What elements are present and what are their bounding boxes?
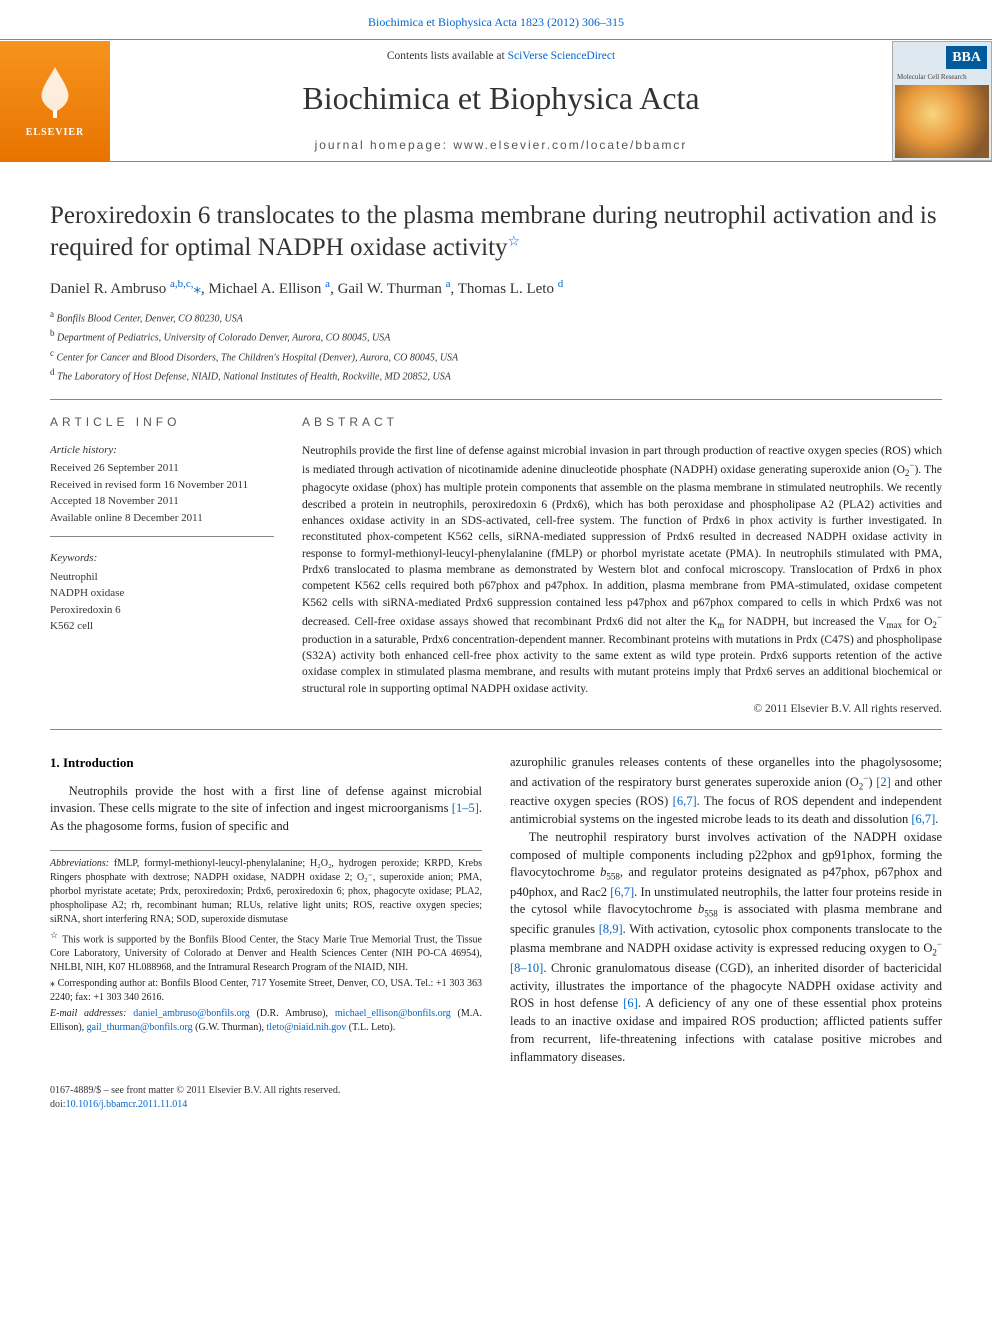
contents-line: Contents lists available at SciVerse Sci… — [120, 48, 882, 64]
cover-image — [895, 85, 989, 158]
right-column: azurophilic granules releases contents o… — [510, 754, 942, 1066]
history-online: Available online 8 December 2011 — [50, 510, 274, 527]
intro-paragraph-2: azurophilic granules releases contents o… — [510, 754, 942, 829]
section-1-heading: 1. Introduction — [50, 754, 482, 772]
journal-cover-thumbnail: BBA Molecular Cell Research — [892, 41, 992, 161]
abstract-copyright: © 2011 Elsevier B.V. All rights reserved… — [302, 701, 942, 717]
keywords-label: Keywords: — [50, 551, 274, 566]
abbreviations-footnote: Abbreviations: fMLP, formyl-methionyl-le… — [50, 857, 482, 927]
elsevier-logo: ELSEVIER — [0, 41, 110, 161]
doi-link[interactable]: 10.1016/j.bbamcr.2011.11.014 — [66, 1099, 188, 1110]
journal-header: ELSEVIER Contents lists available at Sci… — [0, 39, 992, 163]
keywords-block: Keywords: Neutrophil NADPH oxidase Perox… — [50, 551, 274, 634]
elsevier-tree-icon — [30, 62, 80, 122]
article-info-column: article info Article history: Received 2… — [50, 414, 274, 717]
intro-paragraph-1: Neutrophils provide the host with a firs… — [50, 783, 482, 836]
journal-citation-link[interactable]: Biochimica et Biophysica Acta 1823 (2012… — [0, 0, 992, 39]
intro-paragraph-3: The neutrophil respiratory burst involve… — [510, 829, 942, 1066]
affiliation-d: d The Laboratory of Host Defense, NIAID,… — [50, 366, 942, 384]
keyword-3: Peroxiredoxin 6 — [50, 602, 274, 619]
history-revised: Received in revised form 16 November 201… — [50, 477, 274, 494]
doi-line: doi:10.1016/j.bbamcr.2011.11.014 — [50, 1098, 942, 1112]
cover-subtitle: Molecular Cell Research — [893, 73, 991, 83]
article-title: Peroxiredoxin 6 translocates to the plas… — [0, 162, 992, 269]
history-accepted: Accepted 18 November 2011 — [50, 493, 274, 510]
keyword-4: K562 cell — [50, 618, 274, 635]
affiliation-c: c Center for Cancer and Blood Disorders,… — [50, 347, 942, 365]
abstract-text: Neutrophils provide the first line of de… — [302, 443, 942, 697]
header-center: Contents lists available at SciVerse Sci… — [110, 40, 892, 162]
abstract-column: abstract Neutrophils provide the first l… — [302, 414, 942, 717]
history-received: Received 26 September 2011 — [50, 460, 274, 477]
article-info-heading: article info — [50, 414, 274, 431]
bottom-metadata: 0167-4889/$ – see front matter © 2011 El… — [0, 1076, 992, 1132]
affiliations: a Bonfils Blood Center, Denver, CO 80230… — [0, 306, 992, 399]
issn-copyright-line: 0167-4889/$ – see front matter © 2011 El… — [50, 1084, 942, 1098]
affiliation-a: a Bonfils Blood Center, Denver, CO 80230… — [50, 308, 942, 326]
contents-prefix: Contents lists available at — [387, 50, 508, 62]
title-text: Peroxiredoxin 6 translocates to the plas… — [50, 202, 937, 260]
journal-homepage: journal homepage: www.elsevier.com/locat… — [120, 137, 882, 154]
elsevier-label: ELSEVIER — [26, 126, 85, 140]
email-footnote: E-mail addresses: daniel_ambruso@bonfils… — [50, 1007, 482, 1035]
info-abstract-row: article info Article history: Received 2… — [0, 400, 992, 729]
cover-badge: BBA — [946, 46, 987, 70]
left-column: 1. Introduction Neutrophils provide the … — [50, 754, 482, 1066]
footnotes-block: Abbreviations: fMLP, formyl-methionyl-le… — [50, 850, 482, 1035]
article-history-block: Article history: Received 26 September 2… — [50, 443, 274, 537]
keyword-1: Neutrophil — [50, 569, 274, 586]
funding-footnote: ☆ This work is supported by the Bonfils … — [50, 929, 482, 975]
corresponding-author-footnote: ⁎ Corresponding author at: Bonfils Blood… — [50, 977, 482, 1005]
affiliation-b: b Department of Pediatrics, University o… — [50, 327, 942, 345]
title-footnote-star[interactable]: ☆ — [508, 234, 521, 249]
body-two-column: 1. Introduction Neutrophils provide the … — [0, 730, 992, 1076]
history-label: Article history: — [50, 443, 274, 458]
author-list: Daniel R. Ambruso a,b,c,⁎, Michael A. El… — [0, 269, 992, 306]
keyword-2: NADPH oxidase — [50, 585, 274, 602]
abstract-heading: abstract — [302, 414, 942, 431]
journal-name: Biochimica et Biophysica Acta — [120, 76, 882, 121]
scidirect-link[interactable]: SciVerse ScienceDirect — [508, 50, 616, 62]
